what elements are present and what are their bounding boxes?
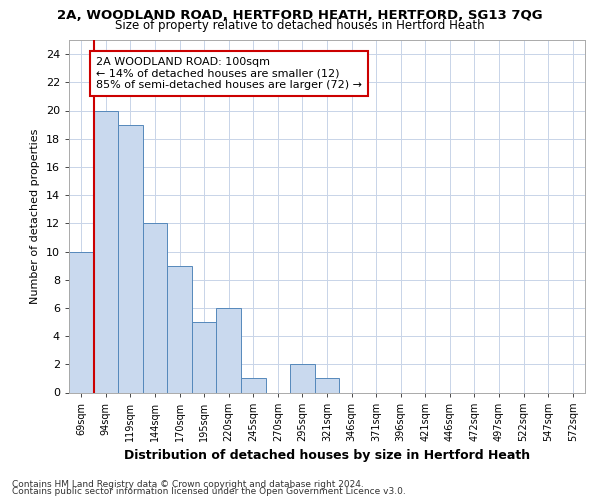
- Bar: [118, 124, 143, 392]
- Bar: [315, 378, 339, 392]
- Bar: [241, 378, 266, 392]
- X-axis label: Distribution of detached houses by size in Hertford Heath: Distribution of detached houses by size …: [124, 450, 530, 462]
- Bar: [290, 364, 315, 392]
- Text: 2A, WOODLAND ROAD, HERTFORD HEATH, HERTFORD, SG13 7QG: 2A, WOODLAND ROAD, HERTFORD HEATH, HERTF…: [57, 9, 543, 22]
- Bar: [94, 110, 118, 392]
- Bar: [217, 308, 241, 392]
- Bar: [167, 266, 192, 392]
- Text: Contains HM Land Registry data © Crown copyright and database right 2024.: Contains HM Land Registry data © Crown c…: [12, 480, 364, 489]
- Bar: [69, 252, 94, 392]
- Text: Contains public sector information licensed under the Open Government Licence v3: Contains public sector information licen…: [12, 488, 406, 496]
- Text: 2A WOODLAND ROAD: 100sqm
← 14% of detached houses are smaller (12)
85% of semi-d: 2A WOODLAND ROAD: 100sqm ← 14% of detach…: [96, 57, 362, 90]
- Bar: [143, 224, 167, 392]
- Text: Size of property relative to detached houses in Hertford Heath: Size of property relative to detached ho…: [115, 19, 485, 32]
- Y-axis label: Number of detached properties: Number of detached properties: [30, 128, 40, 304]
- Bar: [192, 322, 217, 392]
